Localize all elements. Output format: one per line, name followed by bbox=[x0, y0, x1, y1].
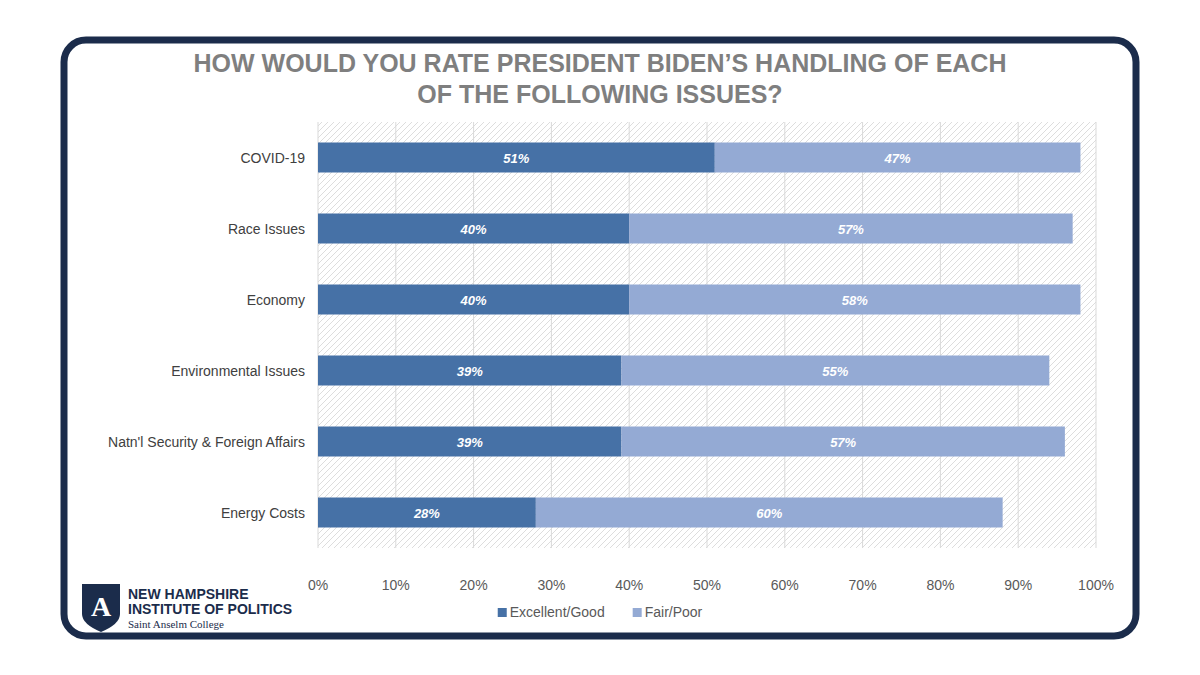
data-label: 40% bbox=[460, 222, 487, 237]
data-label: 51% bbox=[503, 151, 529, 166]
logo-shield bbox=[82, 584, 120, 632]
bar-segment bbox=[629, 285, 1080, 315]
grid-line bbox=[940, 122, 941, 548]
logo-mark: A bbox=[91, 591, 112, 622]
tick-label: 10% bbox=[382, 577, 410, 593]
category-label: Environmental Issues bbox=[171, 363, 305, 379]
plot-area bbox=[318, 122, 1096, 548]
bar-segment bbox=[621, 356, 1049, 386]
grid-line bbox=[551, 122, 552, 548]
logo-text: Saint Anselm College bbox=[128, 618, 224, 630]
data-label: 47% bbox=[884, 151, 911, 166]
tick-label: 20% bbox=[460, 577, 488, 593]
grid-line bbox=[473, 122, 474, 548]
tick-label: 50% bbox=[693, 577, 721, 593]
tick-label: 90% bbox=[1004, 577, 1032, 593]
data-label: 57% bbox=[838, 222, 864, 237]
category-label: COVID-19 bbox=[240, 150, 305, 166]
grid-line bbox=[395, 122, 396, 548]
grid-line bbox=[318, 122, 319, 548]
title: HOW WOULD YOU RATE PRESIDENT BIDEN’S HAN… bbox=[194, 49, 1007, 108]
tick-label: 40% bbox=[615, 577, 643, 593]
chart: HOW WOULD YOU RATE PRESIDENT BIDEN’S HAN… bbox=[0, 0, 1200, 675]
bar-segment bbox=[318, 427, 621, 457]
data-label: 40% bbox=[460, 293, 487, 308]
data-label: 39% bbox=[457, 364, 483, 379]
legend-label: Fair/Poor bbox=[645, 604, 703, 620]
data-label: 58% bbox=[842, 293, 868, 308]
bar-segment bbox=[318, 285, 629, 315]
tick-label: 80% bbox=[926, 577, 954, 593]
legend: Excellent/Good Fair/Poor bbox=[498, 604, 703, 620]
tick-label: 60% bbox=[771, 577, 799, 593]
legend-item: Excellent/Good bbox=[498, 604, 605, 620]
bar-segment bbox=[318, 498, 536, 528]
bar-segment bbox=[621, 427, 1064, 457]
bar-segment bbox=[715, 143, 1081, 173]
data-label: 39% bbox=[457, 435, 483, 450]
bar-segment bbox=[629, 214, 1072, 244]
grid-line bbox=[629, 122, 630, 548]
grid-line bbox=[862, 122, 863, 548]
logo-text: NEW HAMPSHIRE bbox=[128, 586, 249, 602]
frame bbox=[64, 40, 1136, 636]
bar-segment bbox=[536, 498, 1003, 528]
data-label: 60% bbox=[756, 506, 782, 521]
grid-line bbox=[784, 122, 785, 548]
category-label: Economy bbox=[247, 292, 305, 308]
title-line: HOW WOULD YOU RATE PRESIDENT BIDEN’S HAN… bbox=[194, 49, 1007, 77]
legend-label: Excellent/Good bbox=[510, 604, 605, 620]
grid-line bbox=[1096, 122, 1097, 548]
data-label: 55% bbox=[822, 364, 848, 379]
page: {"chart_data": {"type": "bar", "title": … bbox=[0, 0, 1200, 675]
bars bbox=[318, 143, 1080, 528]
bar-segment bbox=[318, 356, 621, 386]
bar-segment bbox=[318, 214, 629, 244]
bar-segment bbox=[318, 143, 715, 173]
grid-line bbox=[707, 122, 708, 548]
logo: A NEW HAMPSHIREINSTITUTE OF POLITICSSaint… bbox=[82, 584, 292, 632]
tick-label: 0% bbox=[308, 577, 328, 593]
tick-label: 30% bbox=[537, 577, 565, 593]
title-line: OF THE FOLLOWING ISSUES? bbox=[417, 80, 782, 108]
category-label: Natn'l Security & Foreign Affairs bbox=[108, 434, 305, 450]
legend-swatch bbox=[633, 608, 642, 617]
grid-line bbox=[1018, 122, 1019, 548]
logo-text: INSTITUTE OF POLITICS bbox=[128, 601, 292, 617]
tick-label: 70% bbox=[849, 577, 877, 593]
data-label: 57% bbox=[830, 435, 856, 450]
legend-item: Fair/Poor bbox=[633, 604, 703, 620]
legend-swatch bbox=[498, 608, 507, 617]
background bbox=[0, 0, 1200, 675]
data-label: 28% bbox=[413, 506, 440, 521]
tick-label: 100% bbox=[1078, 577, 1114, 593]
category-label: Race Issues bbox=[228, 221, 305, 237]
category-label: Energy Costs bbox=[221, 505, 305, 521]
